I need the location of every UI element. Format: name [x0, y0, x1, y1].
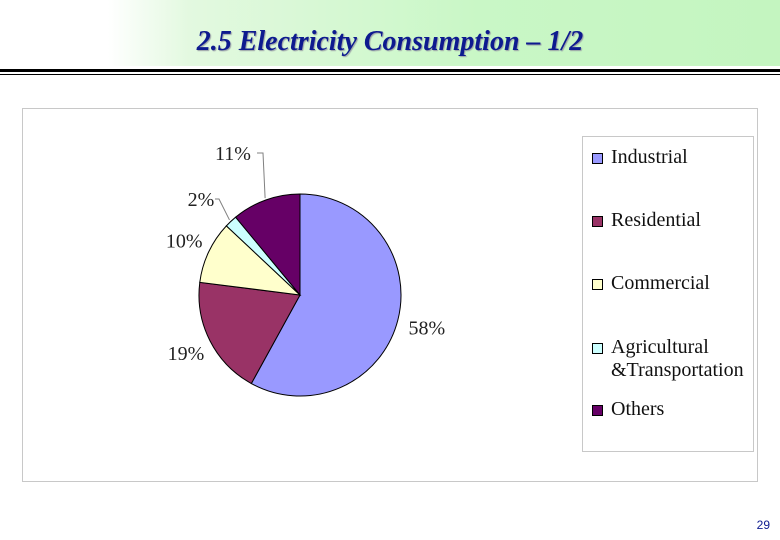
legend-swatch-others [592, 405, 603, 416]
title-rule-thick [0, 69, 780, 72]
legend-label-others: Others [611, 398, 665, 420]
leader-line-agricultural [215, 198, 230, 221]
pie-slice-industrial [250, 193, 402, 397]
legend-label-agricultural: Agricultural &Transportation [611, 336, 744, 381]
legend-item-residential: Residential [592, 209, 701, 232]
data-label-others: 11% [215, 143, 251, 165]
data-label-residential: 19% [168, 343, 205, 365]
title-background-band [108, 0, 780, 66]
legend-label-residential: Residential [611, 209, 701, 231]
data-label-industrial: 58% [409, 318, 446, 340]
page-number: 29 [756, 518, 770, 532]
legend-label-commercial: Commercial [611, 272, 710, 294]
pie-slice-others [234, 193, 301, 297]
data-label-agricultural: 2% [188, 189, 215, 211]
leader-line-others [257, 152, 266, 199]
chart-legend: Industrial Residential Commercial Agricu… [582, 136, 754, 452]
data-label-commercial: 10% [166, 231, 203, 253]
legend-item-commercial: Commercial [592, 272, 710, 295]
legend-item-others: Others [592, 398, 664, 421]
legend-item-industrial: Industrial [592, 146, 688, 169]
title-rule-thin [0, 74, 780, 75]
legend-swatch-residential [592, 216, 603, 227]
legend-label-industrial: Industrial [611, 146, 688, 168]
legend-item-agricultural: Agricultural &Transportation [592, 336, 744, 382]
pie-slice-residential [198, 281, 301, 385]
slide-title: 2.5 Electricity Consumption – 1/2 [196, 26, 584, 57]
legend-swatch-agricultural [592, 343, 603, 354]
legend-swatch-commercial [592, 279, 603, 290]
legend-swatch-industrial [592, 153, 603, 164]
